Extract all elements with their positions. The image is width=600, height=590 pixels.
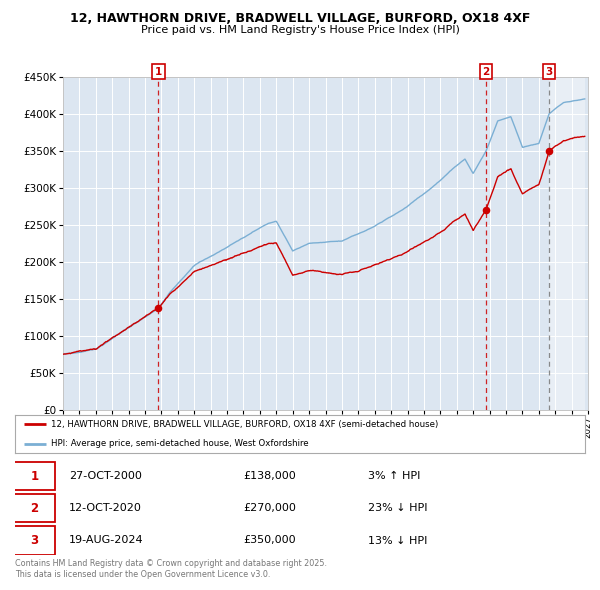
Point [544,146,554,156]
Text: £350,000: £350,000 [243,536,296,546]
Text: Contains HM Land Registry data © Crown copyright and database right 2025.
This d: Contains HM Land Registry data © Crown c… [15,559,327,579]
Text: 12-OCT-2020: 12-OCT-2020 [69,503,142,513]
Text: £270,000: £270,000 [243,503,296,513]
Text: 3% ↑ HPI: 3% ↑ HPI [368,471,421,481]
Point [481,205,491,215]
Text: 3: 3 [31,534,38,547]
Text: 12, HAWTHORN DRIVE, BRADWELL VILLAGE, BURFORD, OX18 4XF (semi-detached house): 12, HAWTHORN DRIVE, BRADWELL VILLAGE, BU… [51,420,438,429]
Text: HPI: Average price, semi-detached house, West Oxfordshire: HPI: Average price, semi-detached house,… [51,439,308,448]
Text: Price paid vs. HM Land Registry's House Price Index (HPI): Price paid vs. HM Land Registry's House … [140,25,460,35]
Text: 19-AUG-2024: 19-AUG-2024 [69,536,144,546]
Text: 27-OCT-2000: 27-OCT-2000 [69,471,142,481]
Point [154,303,163,313]
Text: 1: 1 [31,470,38,483]
Text: 23% ↓ HPI: 23% ↓ HPI [368,503,428,513]
Text: 2: 2 [31,502,38,515]
Text: 13% ↓ HPI: 13% ↓ HPI [368,536,428,546]
Text: 2: 2 [482,67,490,77]
Text: 1: 1 [155,67,162,77]
FancyBboxPatch shape [14,462,55,490]
Text: 3: 3 [545,67,553,77]
FancyBboxPatch shape [14,494,55,523]
FancyBboxPatch shape [14,526,55,555]
Text: 12, HAWTHORN DRIVE, BRADWELL VILLAGE, BURFORD, OX18 4XF: 12, HAWTHORN DRIVE, BRADWELL VILLAGE, BU… [70,12,530,25]
Text: £138,000: £138,000 [243,471,296,481]
